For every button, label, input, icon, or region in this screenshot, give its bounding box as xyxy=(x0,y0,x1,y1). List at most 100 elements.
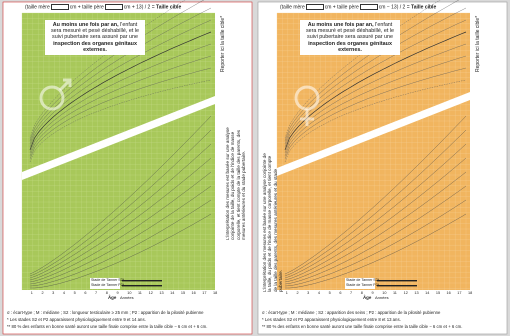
formula-target: Taille cible xyxy=(156,4,182,11)
weight-curve xyxy=(29,199,212,287)
interpretation: L'interprétation des mesures est basée s… xyxy=(262,153,284,292)
weight-curve xyxy=(29,129,212,277)
weight-curve xyxy=(284,199,467,287)
x-tick-label: 2 xyxy=(41,291,44,295)
weight-curve xyxy=(284,185,467,285)
height-curve xyxy=(284,79,467,163)
x-tick-label: 9 xyxy=(116,291,119,295)
formula-middle: cm + taille père xyxy=(69,4,104,11)
tanner-label: Stade de Tanner P2* xyxy=(91,283,125,287)
tanner-label: Stade de Tanner S2* xyxy=(346,278,380,282)
tanner-bar xyxy=(377,285,417,287)
x-tick-label: 5 xyxy=(73,291,76,295)
x-axis-unit: Années xyxy=(120,295,134,300)
weight-curve xyxy=(29,171,212,283)
x-tick-label: 12 xyxy=(148,291,153,295)
notice-box: Au moins une fois par an, l'enfant sera … xyxy=(300,20,400,56)
notice-box: Au moins une fois par an, l'enfant sera … xyxy=(45,20,145,56)
formula-target: Taille cible xyxy=(411,4,437,11)
height-curve xyxy=(29,55,212,157)
formula: (taille mère cm + taille père cm + 13) / 2… xyxy=(25,4,181,11)
weight-curve xyxy=(29,185,212,285)
notice-text: l'enfant sera mesuré et pesé déshabillé,… xyxy=(305,22,395,41)
target-note: Reporter ici la taille cible* xyxy=(220,15,226,72)
x-tick-label: 10 xyxy=(127,291,132,295)
footnote: ** 80 % des enfants en bonne santé auron… xyxy=(262,324,463,329)
x-tick-label: 4 xyxy=(62,291,65,295)
gender-symbol xyxy=(39,85,65,111)
weight-curve xyxy=(284,129,467,277)
weight-curve xyxy=(285,213,467,289)
blank-field xyxy=(50,4,69,10)
notice-emphasis: inspection des organes génitaux externes… xyxy=(308,40,392,53)
height-curve xyxy=(29,31,212,151)
formula: (taille mère cm + taille père cm − 13) / 2… xyxy=(280,4,436,11)
x-tick-label: 17 xyxy=(202,291,207,295)
tanner-legend xyxy=(345,278,375,289)
formula-middle: cm + taille père xyxy=(324,4,359,11)
tanner-bar xyxy=(122,280,162,282)
x-tick-label: 11 xyxy=(392,291,397,295)
x-tick-label: 18 xyxy=(468,291,473,295)
weight-curve xyxy=(284,171,467,283)
x-tick-label: 3 xyxy=(52,291,55,295)
weight-curve xyxy=(29,157,212,281)
x-tick-label: 12 xyxy=(403,291,408,295)
height-curve xyxy=(29,79,212,163)
weight-curve xyxy=(29,143,212,279)
chart-area xyxy=(22,13,215,290)
height-curve xyxy=(29,43,212,154)
tanner-label: Stade de Tanner S2* xyxy=(91,278,125,282)
x-tick-label: 15 xyxy=(435,291,441,295)
height-curve xyxy=(284,55,467,157)
weight-curve xyxy=(284,157,467,281)
x-tick-label: 10 xyxy=(382,291,387,295)
weight-curve xyxy=(284,143,467,279)
notice-emphasis: inspection des organes génitaux externes… xyxy=(53,40,137,53)
x-tick-label: 8 xyxy=(105,291,108,295)
x-tick-label: 13 xyxy=(414,291,419,295)
notice-lead: Au moins une fois par an, xyxy=(307,22,374,28)
footnote: * Les stades S2 et P2 apparaissent physi… xyxy=(262,317,401,322)
separator-band xyxy=(22,96,215,180)
x-tick-label: 16 xyxy=(191,291,196,295)
height-curve xyxy=(284,7,467,145)
weight-curve xyxy=(29,115,212,275)
height-curve xyxy=(29,67,212,160)
tanner-label: Stade de Tanner P2* xyxy=(346,283,380,287)
notice-lead: Au moins une fois par an, xyxy=(52,22,119,28)
x-tick-label: 6 xyxy=(339,291,342,295)
x-tick-label: 17 xyxy=(457,291,462,295)
x-tick-label: 15 xyxy=(180,291,186,295)
x-tick-label: 7 xyxy=(350,291,353,295)
blank-field xyxy=(305,4,324,10)
footnote: ** 80 % des enfants en bonne santé auron… xyxy=(7,324,208,329)
x-tick-label: 11 xyxy=(137,291,142,295)
formula-end: cm − 13) / 2 = xyxy=(378,4,410,11)
weight-curve xyxy=(30,213,212,289)
interpretation: L'interprétation des mesures est basée s… xyxy=(225,127,247,240)
formula-start: (taille mère xyxy=(25,4,50,11)
weight-curve xyxy=(284,115,467,275)
x-axis-label: Âge xyxy=(363,295,372,300)
notice-text: l'enfant sera mesuré et pesé déshabillé,… xyxy=(50,22,140,41)
x-tick-label: 1 xyxy=(30,291,33,295)
formula-start: (taille mère xyxy=(280,4,305,11)
footnote: σ : écart-type ; M : médiane ; S2 : long… xyxy=(7,310,204,315)
x-tick-label: 18 xyxy=(213,291,218,295)
blank-field xyxy=(104,4,123,10)
x-axis-label: Âge xyxy=(108,295,117,300)
x-tick-label: 14 xyxy=(170,291,175,295)
height-curve xyxy=(29,7,212,145)
blank-field xyxy=(359,4,378,10)
gender-symbol xyxy=(300,109,314,126)
x-tick-label: 14 xyxy=(425,291,430,295)
tanner-legend xyxy=(90,278,120,289)
height-curve xyxy=(284,67,467,160)
height-curve xyxy=(284,43,467,154)
footnote: σ : écart-type ; M : médiane ; S2 : appa… xyxy=(262,310,441,315)
x-tick-label: 6 xyxy=(84,291,87,295)
x-tick-label: 4 xyxy=(317,291,320,295)
